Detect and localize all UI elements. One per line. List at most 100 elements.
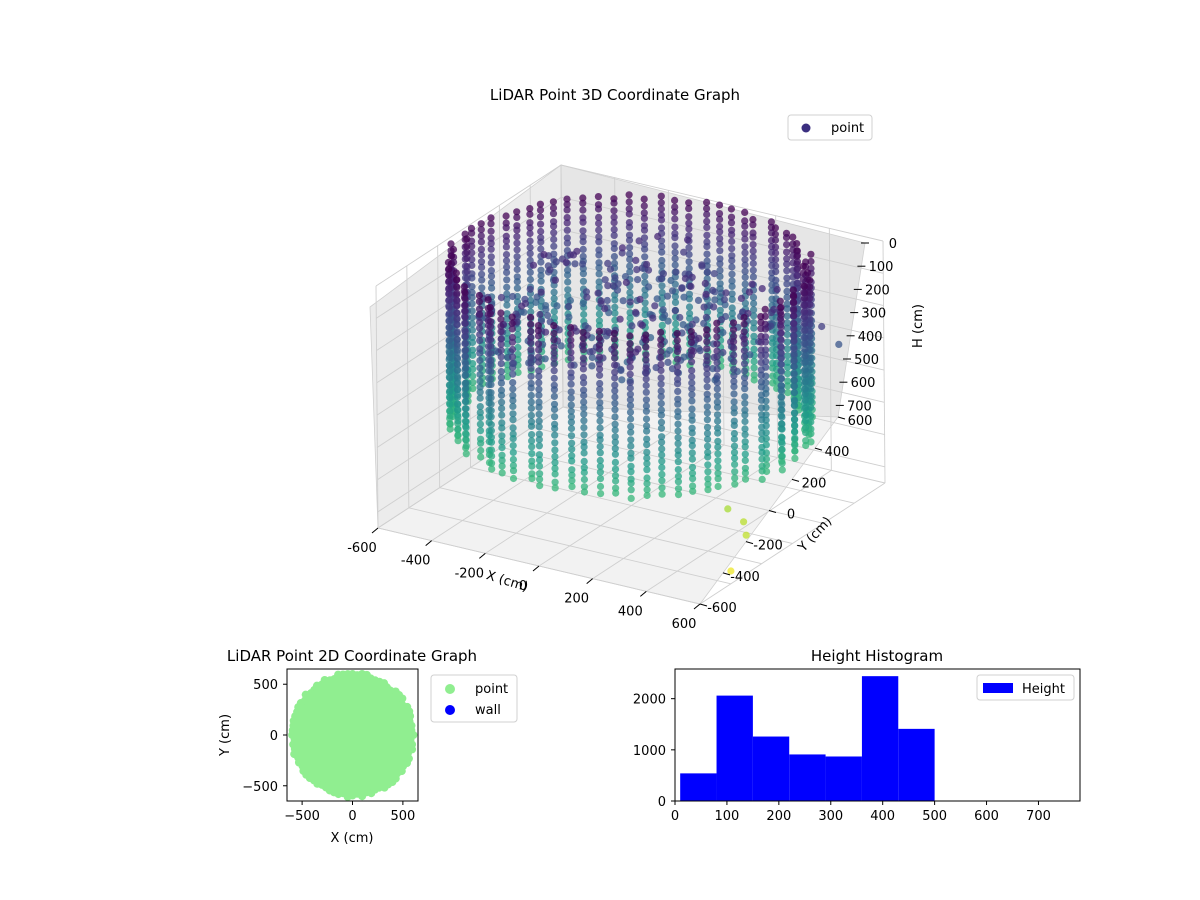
y-tick-label-3d: -200 [753,539,783,554]
point-3d [508,319,516,327]
point-3d [687,338,696,346]
point-3d [498,404,506,412]
point-3d [580,443,588,451]
point-3d [528,443,536,451]
point-3d [771,230,780,238]
point-3d [778,439,786,447]
point-3d [476,394,484,402]
point-3d [673,347,682,356]
point-3d [627,415,635,423]
point-3d [716,260,724,268]
point-3d [498,462,506,470]
point-3d [498,419,506,427]
z-tick-label-3d: 700 [847,399,872,414]
point-3d [772,256,780,264]
point-3d [749,253,757,261]
point-3d [555,326,563,334]
point-3d [610,329,619,337]
point-3d [461,289,469,297]
point-3d [749,259,757,268]
point-3d [635,237,643,245]
point-3d [778,387,786,395]
x-tick-label-3d: 400 [618,604,643,619]
point-3d [502,224,510,232]
point-3d [641,291,649,300]
point-3d [678,284,686,292]
point-3d [611,465,620,473]
point-3d [477,232,485,240]
x-tick-label-3d: -600 [347,541,377,556]
point-3d [477,446,485,455]
point-3d [476,318,484,326]
point-3d [806,276,814,284]
point-3d [453,309,461,317]
point-3d [727,567,735,575]
point-3d [643,441,651,449]
point-3d [550,294,558,303]
point-3d [790,311,798,320]
point-3d [657,192,665,200]
point-3d [778,425,786,433]
point-3d [497,309,505,317]
point-3d [535,379,543,387]
point-3d [643,260,651,268]
point-3d [549,198,558,206]
point-3d [757,318,765,326]
point-3d [487,394,495,402]
legend-2d-point-label: point [475,682,508,697]
point-2d [406,735,415,744]
point-3d [727,213,736,221]
point-3d [562,258,570,266]
point-3d [509,292,517,301]
point-3d [758,411,766,419]
point-3d [799,262,807,270]
point-3d [611,374,619,382]
point-3d [535,346,543,354]
point-3d [610,244,618,253]
point-3d [793,265,802,273]
point-3d [463,267,471,275]
point-3d [550,374,558,382]
point-3d [508,325,516,333]
point-3d [571,260,579,268]
point-3d [513,313,521,321]
point-3d [703,250,711,258]
x-tick-label-3d: -400 [401,554,431,569]
point-3d [488,284,496,292]
point-3d [783,280,791,288]
point-3d [757,346,765,354]
point-3d [791,441,799,449]
x-tick-label-2d: −500 [284,809,320,824]
point-3d [713,385,721,393]
y-tick-3d [814,447,823,451]
point-3d [640,202,648,210]
point-3d [536,200,545,208]
point-3d [580,449,588,457]
point-3d [741,425,749,433]
point-3d [454,425,462,433]
point-3d [731,454,739,462]
point-3d [807,397,815,405]
axes-3d: -600 -400 -200 0 200 400 600 -600 -400 -200 0 200 40… [347,237,897,632]
point-3d [750,345,758,353]
point-3d [657,348,665,356]
point-3d [758,435,766,443]
point-3d [741,469,750,477]
point-3d [588,353,596,362]
point-3d [745,288,754,296]
point-3d [703,338,711,346]
point-3d [801,326,809,334]
point-3d [604,282,612,290]
point-3d [502,237,510,245]
point-3d [567,330,575,338]
point-3d [643,448,651,456]
point-3d [537,266,545,274]
y-tick-label-3d: 0 [787,508,795,523]
point-3d [550,330,558,338]
point-3d [497,340,505,348]
point-3d [550,229,558,237]
point-3d [757,371,765,379]
point-3d [503,290,511,298]
point-3d [742,531,750,539]
point-3d [532,298,540,306]
